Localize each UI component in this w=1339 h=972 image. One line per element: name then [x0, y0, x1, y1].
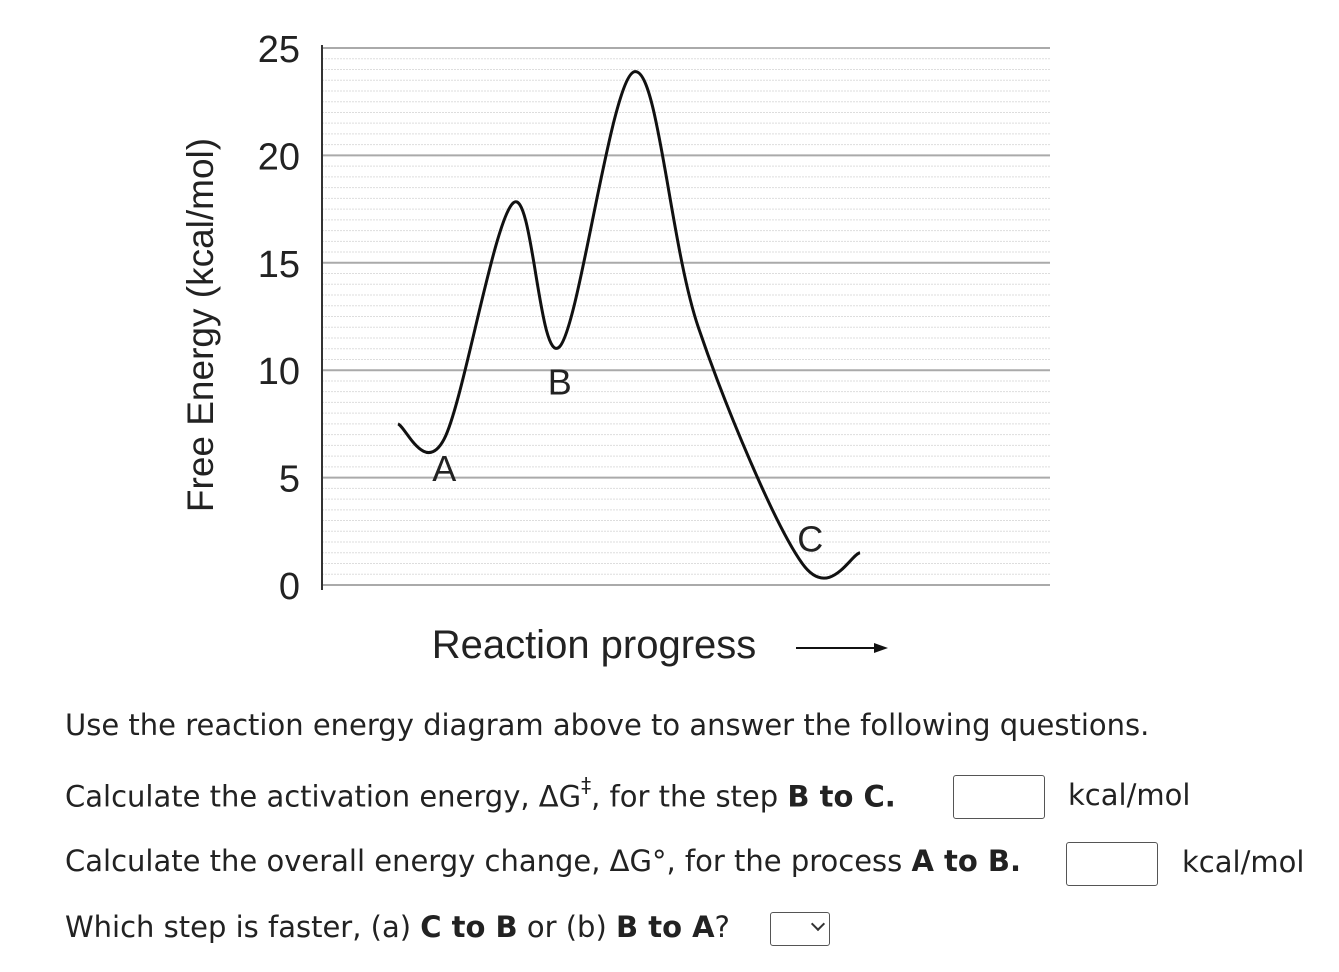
- instructions-text: Use the reaction energy diagram above to…: [65, 708, 1150, 742]
- question-faster-step: Which step is faster, (a) C to B or (b) …: [65, 910, 730, 944]
- activation-energy-input[interactable]: [953, 775, 1045, 819]
- q1-step: B to C.: [787, 779, 896, 814]
- y-axis-label: Free Energy (kcal/mol): [180, 138, 221, 512]
- y-tick-label: 5: [279, 459, 300, 501]
- overall-energy-input[interactable]: [1066, 842, 1158, 886]
- x-axis-label: Reaction progress: [432, 623, 757, 667]
- q2-text: Calculate the overall energy change, ΔG°…: [65, 844, 912, 878]
- q3-option-b: B to A: [616, 910, 715, 944]
- y-tick-labels: 0 5 10 15 20 25: [258, 29, 300, 608]
- question-overall-energy: Calculate the overall energy change, ΔG°…: [65, 844, 1021, 878]
- point-label-b: B: [548, 362, 572, 403]
- q1-text: Calculate the activation energy, ΔG: [65, 779, 582, 814]
- point-label-c: C: [797, 519, 823, 560]
- q3-option-a: C to B: [420, 910, 518, 944]
- y-tick-label: 0: [279, 566, 300, 608]
- x-axis-arrow: [796, 643, 888, 653]
- q1-text-mid: , for the step: [591, 779, 788, 814]
- q3-text-mid: or (b): [517, 910, 616, 944]
- point-label-a: A: [432, 448, 456, 489]
- y-tick-label: 10: [258, 351, 300, 393]
- q2-unit: kcal/mol: [1182, 845, 1305, 879]
- q2-step: A to B.: [911, 844, 1022, 878]
- grid-lines: [322, 47, 1050, 586]
- question-activation-energy: Calculate the activation energy, ΔG‡, fo…: [65, 773, 896, 814]
- q3-text-end: ?: [714, 910, 730, 944]
- dagger-symbol: ‡: [581, 773, 592, 797]
- y-tick-label: 25: [258, 29, 300, 71]
- faster-step-select[interactable]: [770, 912, 830, 946]
- q1-unit: kcal/mol: [1068, 778, 1191, 812]
- energy-curve: [397, 70, 861, 580]
- q3-text: Which step is faster, (a): [65, 910, 421, 944]
- energy-diagram: 0 5 10 15 20 25 Free Energy (kcal/mol) A B C Re…: [180, 29, 1050, 667]
- chevron-down-icon: [810, 916, 826, 932]
- y-tick-label: 15: [258, 244, 300, 286]
- point-labels: A B C: [432, 362, 823, 560]
- y-tick-label: 20: [258, 136, 300, 178]
